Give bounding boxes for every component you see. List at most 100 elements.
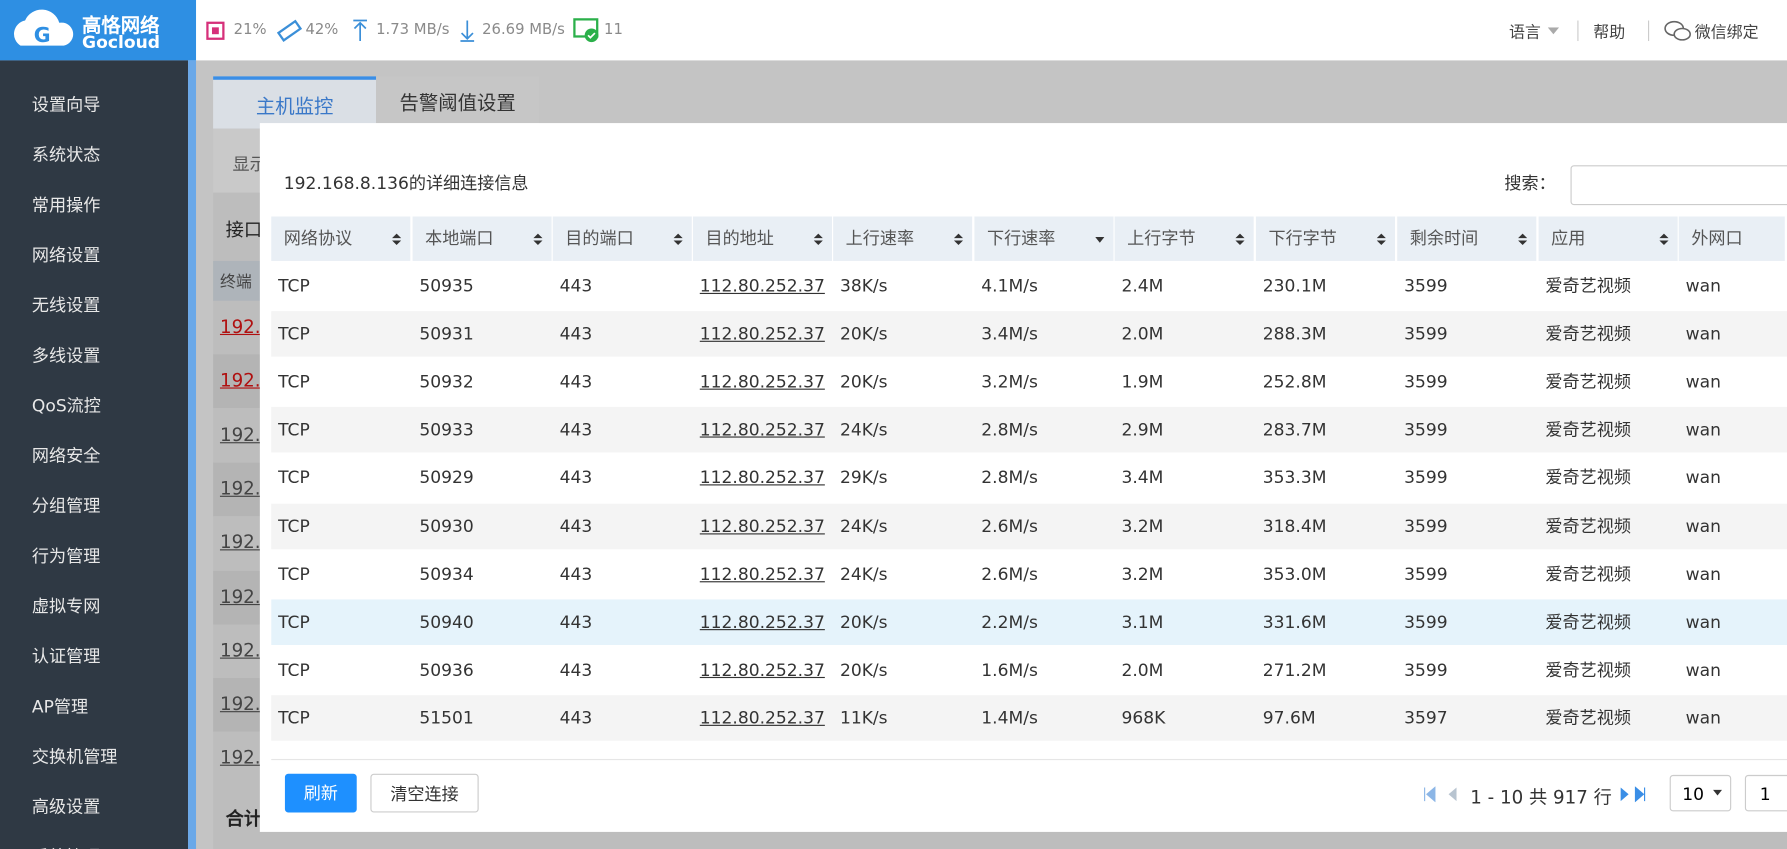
column-header[interactable]: 上行字节 [1114, 216, 1256, 261]
host-link[interactable]: 192.1 [219, 585, 273, 607]
table-cell: 3.1M [1121, 611, 1164, 633]
page-size[interactable]: 10 [1669, 774, 1732, 812]
search-input[interactable] [1570, 165, 1787, 206]
sort-icon[interactable] [813, 232, 823, 246]
menu-item[interactable]: 网络设置 [31, 245, 101, 266]
table-cell[interactable]: 112.80.252.37 [699, 419, 825, 441]
table-cell: 3.4M [1121, 467, 1164, 489]
table-cell: 3.2M [1121, 515, 1164, 537]
table-cell: 1.9M [1121, 371, 1164, 393]
menu-item[interactable]: 系统状态 [31, 144, 101, 166]
menu-item[interactable]: 网络安全 [31, 445, 101, 467]
host-link[interactable]: 192.1 [219, 531, 273, 553]
menu-item[interactable]: AP管理 [31, 696, 89, 717]
table-row [271, 263, 1787, 309]
table-cell: 爱奇艺视频 [1545, 275, 1631, 297]
host-link[interactable]: 192.1 [219, 315, 273, 338]
sort-icon[interactable] [953, 232, 964, 246]
table-cell[interactable]: 112.80.252.37 [699, 275, 825, 297]
menu-item[interactable]: 高级设置 [31, 796, 101, 818]
column-header[interactable]: 目的地址 [692, 216, 835, 261]
menu-item[interactable]: 交换机管理 [31, 746, 118, 767]
divider [1577, 20, 1579, 42]
menu-item[interactable]: QoS流控 [31, 395, 101, 416]
table-cell: wan [1685, 515, 1721, 537]
tab[interactable]: 告警阈值设置 [376, 76, 540, 129]
host-link[interactable]: 192.1 [219, 639, 273, 661]
sort-icon[interactable] [1518, 232, 1528, 246]
table-cell: wan [1685, 275, 1721, 297]
sort-icon[interactable] [392, 232, 402, 246]
table-cell[interactable]: 112.80.252.37 [699, 515, 825, 537]
table-cell: 968K [1121, 707, 1166, 729]
table-row [271, 455, 1787, 501]
refresh-button[interactable]: 刷新 [284, 773, 357, 813]
sort-icon[interactable] [673, 232, 683, 246]
bg-text: 接口 [225, 218, 263, 241]
sort-icon[interactable] [1659, 232, 1669, 246]
table-cell: 24K/s [839, 419, 888, 441]
table-cell[interactable]: 112.80.252.37 [699, 371, 825, 393]
logo-icon: G [14, 9, 74, 47]
table-cell[interactable]: 112.80.252.37 [699, 563, 825, 585]
devices: 11 [604, 21, 623, 39]
divider [1648, 20, 1650, 42]
table-cell: 3599 [1404, 611, 1448, 633]
table-cell: 2.0M [1121, 323, 1164, 345]
table-cell[interactable]: 112.80.252.37 [699, 467, 825, 489]
menu-item[interactable]: 多线设置 [31, 345, 101, 366]
host-link[interactable]: 192.1 [219, 369, 273, 392]
table-cell: 50934 [419, 563, 474, 585]
table-cell: 1.6M/s [981, 659, 1038, 681]
tab[interactable]: 主机监控 [213, 76, 377, 129]
host-link[interactable]: 192.1 [219, 746, 273, 769]
host-link[interactable]: 192.1 [219, 423, 273, 446]
column-header[interactable]: 下行字节 [1255, 216, 1398, 261]
column-header[interactable]: 上行速率 [833, 216, 975, 261]
menu-item[interactable]: 设置向导 [31, 94, 101, 116]
column-header[interactable]: 应用 [1538, 216, 1680, 261]
menu-item[interactable]: 常用操作 [31, 194, 101, 216]
menu-item[interactable]: 无线设置 [31, 295, 101, 316]
sort-icon[interactable] [1376, 232, 1386, 246]
next-last[interactable] [1616, 786, 1655, 803]
sort-icon[interactable] [1095, 232, 1105, 246]
column-header[interactable]: 外网口 [1678, 216, 1787, 261]
menu-item[interactable]: 系统管理 [32, 844, 100, 849]
sort-icon[interactable] [1235, 232, 1245, 246]
menu-item[interactable]: 虚拟专网 [31, 596, 101, 617]
table-row [271, 407, 1787, 453]
language[interactable]: 语言 [1508, 23, 1541, 43]
column-header[interactable]: 下行速率 [974, 216, 1116, 261]
menu-item[interactable]: 分组管理 [31, 495, 101, 517]
table-cell: 443 [559, 515, 593, 537]
column-header[interactable]: 剩余时间 [1397, 216, 1539, 261]
wechat[interactable]: 微信绑定 [1694, 23, 1759, 43]
table-cell: 20K/s [839, 323, 888, 345]
table-cell: 3599 [1404, 419, 1448, 441]
clear-button[interactable]: 清空连接 [370, 773, 479, 813]
menu-item[interactable]: 认证管理 [31, 646, 101, 667]
column-header[interactable]: 本地端口 [412, 216, 554, 261]
table-cell[interactable]: 112.80.252.37 [699, 707, 825, 729]
sort-icon[interactable] [533, 232, 543, 246]
column-header[interactable]: 目的端口 [552, 216, 695, 261]
table-cell[interactable]: 112.80.252.37 [699, 611, 825, 633]
host-link[interactable]: 192.1 [219, 477, 273, 500]
table-cell: wan [1685, 707, 1721, 729]
menu-item[interactable]: 行为管理 [31, 545, 101, 567]
caret [1547, 27, 1560, 35]
down-icon [460, 20, 475, 42]
table-cell[interactable]: 112.80.252.37 [699, 659, 825, 681]
host-link[interactable]: 192.1 [219, 692, 273, 715]
table-cell: wan [1685, 611, 1721, 633]
table-cell: 2.0M [1121, 659, 1164, 681]
device-icon [573, 18, 599, 43]
help[interactable]: 帮助 [1593, 23, 1626, 43]
table-cell[interactable]: 112.80.252.37 [699, 323, 825, 345]
first-prev[interactable] [1422, 786, 1461, 803]
table-cell: 443 [559, 707, 593, 729]
page-input[interactable]: 1 [1744, 774, 1787, 812]
table-cell: 20K/s [839, 371, 888, 393]
column-header[interactable]: 网络协议 [271, 216, 413, 261]
